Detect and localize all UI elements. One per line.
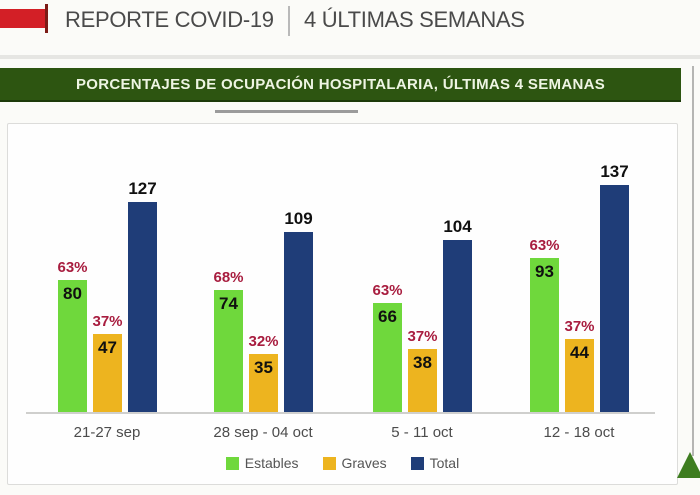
legend-label-graves: Graves: [341, 455, 387, 471]
value-label-graves-week2: 35: [254, 358, 273, 377]
percent-label-graves-week2: 32%: [248, 333, 279, 350]
report-subtitle: 4 ÚLTIMAS SEMANAS: [304, 7, 525, 32]
percent-label-estables-week1: 63%: [57, 259, 88, 276]
value-label-total-week3: 104: [443, 217, 472, 236]
bar-graves-week3: 38 37%: [407, 329, 438, 412]
report-header: REPORTE COVID-19 4 ÚLTIMAS SEMANAS: [0, 0, 700, 55]
header-separator-strip: [0, 55, 700, 59]
value-label-graves-week1: 47: [98, 338, 117, 357]
value-label-graves-week3: 38: [413, 353, 432, 372]
chart-legend: Estables Graves Total: [8, 455, 677, 471]
legend-swatch-estables: [225, 456, 239, 470]
value-label-estables-week4: 93: [535, 262, 554, 281]
value-label-total-week1: 127: [128, 179, 157, 198]
bar-graves-week1: 47 37%: [92, 314, 123, 412]
value-label-estables-week1: 80: [63, 284, 82, 303]
percent-label-graves-week4: 37%: [564, 318, 595, 335]
value-label-estables-week2: 74: [219, 294, 238, 313]
legend-label-total: Total: [429, 455, 460, 471]
bar-estables-week1: 80 63%: [57, 260, 88, 412]
banner-underline: [215, 110, 358, 113]
scroll-up-arrow-icon[interactable]: [677, 452, 700, 478]
bar-chart-plot: 80 63% 47 37% 127 74 68% 35 32% 109 66 63% 38 37% 104 9…: [8, 124, 677, 414]
bar-total-week3: 104: [443, 218, 472, 412]
percent-label-estables-week3: 63%: [372, 282, 403, 299]
report-title: REPORTE COVID-19: [65, 7, 274, 32]
bar-graves-week2: 35 32%: [248, 334, 279, 412]
x-axis-label-week2: 28 sep - 04 oct: [213, 424, 313, 441]
value-label-graves-week4: 44: [570, 343, 589, 362]
bar-estables-week2: 74 68%: [213, 270, 244, 412]
percent-label-estables-week4: 63%: [529, 237, 560, 254]
percent-label-graves-week3: 37%: [407, 328, 438, 345]
chart-panel: 80 63% 47 37% 127 74 68% 35 32% 109 66 63% 38 37% 104 9…: [7, 123, 678, 485]
brand-red-bar-edge: [45, 4, 48, 33]
title-divider: [288, 6, 290, 36]
legend-item-total: Total: [410, 455, 460, 471]
bar-total-week4: 137: [600, 163, 629, 412]
x-axis-label-week3: 5 - 11 oct: [391, 424, 453, 441]
percent-label-estables-week2: 68%: [213, 269, 244, 286]
legend-item-estables: Estables: [225, 455, 299, 471]
section-banner: PORCENTAJES DE OCUPACIÓN HOSPITALARIA, Ú…: [0, 68, 681, 102]
bar-estables-week3: 66 63%: [372, 283, 403, 412]
legend-swatch-graves: [322, 456, 336, 470]
bar-estables-week4: 93 63%: [529, 238, 560, 412]
x-axis-label-week4: 12 - 18 oct: [543, 424, 615, 441]
legend-swatch-total: [410, 456, 424, 470]
x-axis-label-week1: 21-27 sep: [73, 424, 141, 441]
section-banner-title: PORCENTAJES DE OCUPACIÓN HOSPITALARIA, Ú…: [75, 75, 606, 93]
value-label-total-week2: 109: [284, 209, 313, 228]
value-label-estables-week3: 66: [378, 307, 397, 326]
legend-label-estables: Estables: [244, 455, 299, 471]
legend-item-graves: Graves: [322, 455, 387, 471]
bar-graves-week4: 44 37%: [564, 319, 595, 412]
scrollbar-track: [692, 66, 694, 456]
value-label-total-week4: 137: [600, 162, 629, 181]
brand-red-bar: [0, 9, 45, 28]
percent-label-graves-week1: 37%: [92, 313, 123, 330]
x-axis-line: [26, 412, 655, 414]
bar-total-week1: 127: [128, 180, 157, 412]
bar-total-week2: 109: [284, 210, 313, 412]
